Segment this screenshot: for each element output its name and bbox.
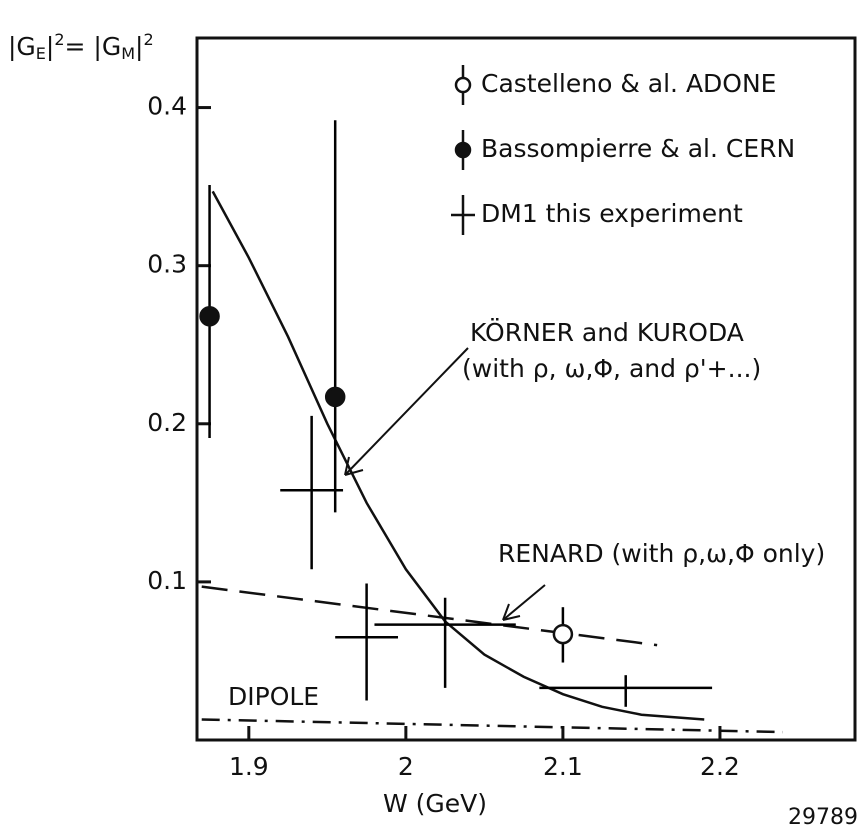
arrow [502, 584, 546, 621]
arrow-head [502, 603, 521, 621]
x-tick-label: 2 [398, 752, 414, 781]
annotation: DIPOLE [228, 682, 319, 711]
annotation: KÖRNER and KURODA [470, 318, 744, 347]
y-axis-label-part: | [46, 32, 54, 61]
x-axis-label: W (GeV) [383, 789, 487, 818]
arrows [344, 347, 546, 621]
curve [201, 585, 658, 647]
x-tick-label: 2.2 [700, 752, 740, 781]
y-axis-label-part: = |G [65, 32, 122, 61]
data-point [199, 306, 220, 327]
y-tick-label: 0.1 [147, 566, 187, 595]
annotation: (with ρ, ω,Φ, and ρ'+...) [462, 354, 761, 383]
y-axis-label: |GE|2= |GM|2 [8, 30, 154, 63]
curve [201, 718, 783, 734]
legend-label: DM1 this experiment [481, 199, 743, 228]
legend-label: Castelleno & al. ADONE [481, 69, 776, 98]
annotation: RENARD (with ρ,ω,Φ only) [498, 539, 825, 568]
y-axis-label-part: | [135, 32, 143, 61]
x-tick-label: 1.9 [229, 752, 269, 781]
y-axis-label-part: 2 [54, 30, 64, 49]
curve [211, 190, 705, 721]
data-point [324, 386, 346, 408]
data-point [552, 623, 574, 645]
y-axis-label-part: 2 [143, 30, 153, 49]
y-tick-label: 0.2 [147, 408, 187, 437]
y-axis-label-part: E [36, 44, 46, 63]
y-axis-label-part: |G [8, 32, 36, 61]
legend-marker [454, 141, 472, 159]
y-tick-label: 0.3 [147, 250, 187, 279]
legend-label: Bassompierre & al. CERN [481, 134, 795, 163]
legend-marker [454, 76, 472, 94]
plot-frame [195, 36, 857, 742]
arrow [344, 347, 469, 476]
y-axis-label-part: M [121, 44, 135, 63]
x-tick-label: 2.1 [543, 752, 583, 781]
figure-number: 29789 [788, 805, 858, 830]
y-tick-label: 0.4 [147, 92, 187, 121]
